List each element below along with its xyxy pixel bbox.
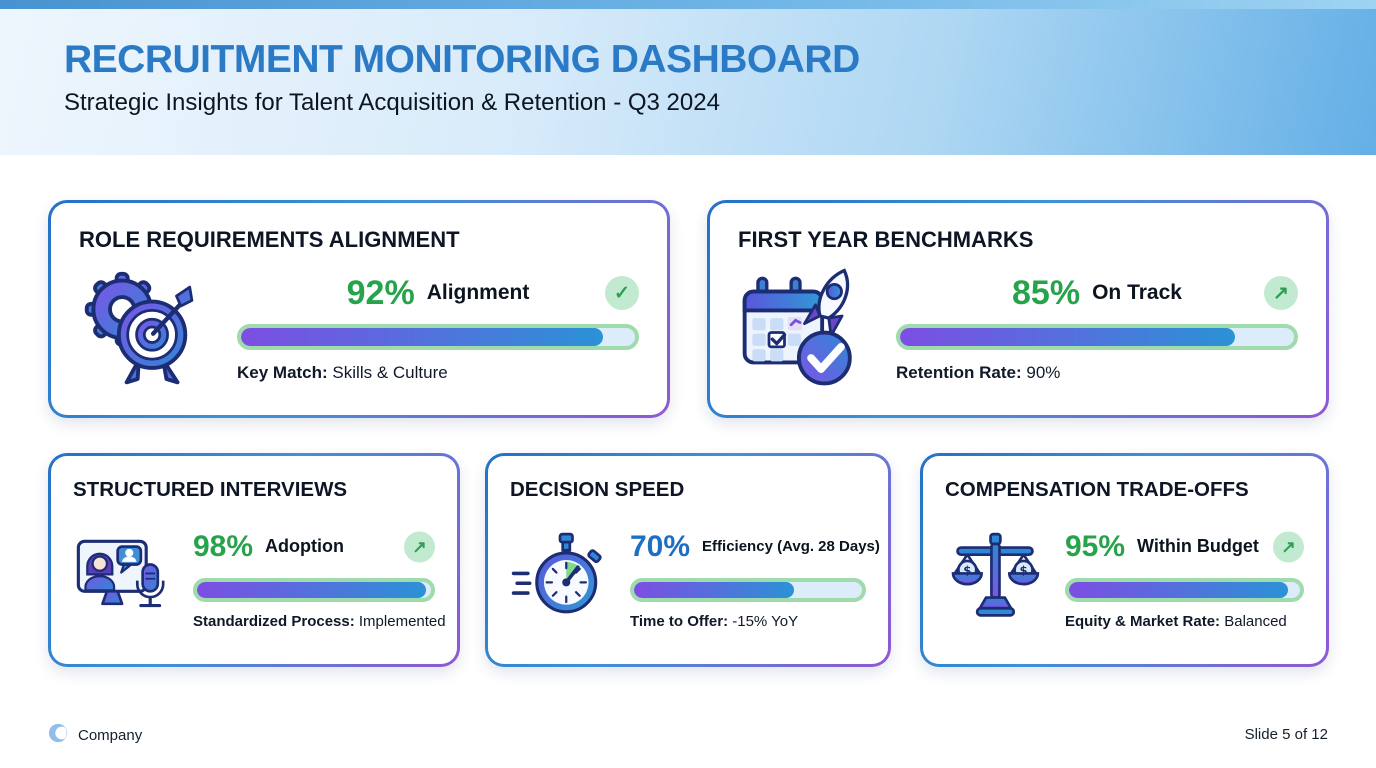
video-interview-icon	[73, 527, 173, 627]
metric-caption: Key Match: Skills & Culture	[237, 363, 448, 382]
metric-label: Efficiency (Avg. 28 Days)	[702, 538, 880, 555]
metric-value: 70%	[630, 529, 691, 563]
svg-text:$: $	[1020, 563, 1028, 577]
check-badge: ✓	[605, 276, 639, 310]
card-title: DECISION SPEED	[510, 478, 685, 501]
metric-caption: Standardized Process: Implemented	[193, 612, 446, 630]
company-logo-icon	[48, 722, 70, 748]
card-compensation-trade-offs: COMPENSATION TRADE-OFFS	[920, 453, 1329, 667]
trend-up-badge: ↗	[404, 531, 435, 562]
trend-up-badge: ↗	[1273, 531, 1304, 562]
metric-label: Alignment	[426, 281, 530, 304]
card-role-requirements-alignment: ROLE REQUIREMENTS ALIGNMENT	[48, 200, 670, 418]
page-title: RECRUITMENT MONITORING DASHBOARD	[64, 38, 860, 81]
progress-bar	[630, 577, 866, 602]
progress-bar	[896, 324, 1298, 350]
gear-target-icon	[79, 265, 203, 389]
svg-text:$: $	[963, 563, 971, 577]
metric-label: On Track	[1092, 281, 1182, 304]
metric-label: Adoption	[265, 536, 345, 556]
progress-bar-fill	[241, 328, 604, 346]
metric-caption: Time to Offer: -15% YoY	[630, 612, 799, 630]
metric-value: 98%	[193, 529, 254, 563]
metric-caption: Retention Rate: 90%	[896, 363, 1061, 382]
footer-brand: Company	[48, 722, 142, 748]
trend-up-badge: ↗	[1264, 276, 1298, 310]
metric-value: 92%	[346, 274, 415, 312]
metric-value: 95%	[1065, 529, 1126, 563]
card-title: COMPENSATION TRADE-OFFS	[945, 478, 1249, 501]
metric-value: 85%	[1012, 274, 1081, 312]
card-title: FIRST YEAR BENCHMARKS	[738, 227, 1034, 252]
top-accent-bar	[0, 0, 1376, 9]
card-title: STRUCTURED INTERVIEWS	[73, 478, 348, 501]
progress-bar-fill	[197, 581, 427, 598]
card-first-year-benchmarks: FIRST YEAR BENCHMARKS	[707, 200, 1329, 418]
progress-bar	[1065, 577, 1304, 602]
progress-bar-fill	[900, 328, 1235, 346]
balance-scale-icon: $ $	[945, 527, 1045, 627]
card-structured-interviews: STRUCTURED INTERVIEWS	[48, 453, 460, 667]
progress-bar-fill	[1069, 581, 1289, 598]
metric-row: 70% Efficiency (Avg. 28 Days)	[630, 525, 880, 569]
progress-bar	[237, 324, 639, 350]
card-title: ROLE REQUIREMENTS ALIGNMENT	[79, 227, 460, 252]
metric-caption: Equity & Market Rate: Balanced	[1065, 612, 1287, 630]
metric-row: 95% Within Budget ↗	[1065, 525, 1304, 569]
calendar-rocket-icon	[738, 265, 862, 389]
metric-row: 85% On Track ↗	[896, 271, 1298, 315]
company-name: Company	[78, 726, 143, 744]
progress-bar-fill	[634, 581, 794, 598]
card-decision-speed: DECISION SPEED	[485, 453, 891, 667]
slide-header: RECRUITMENT MONITORING DASHBOARD Strateg…	[0, 9, 1376, 155]
metric-row: 98% Adoption ↗	[193, 525, 435, 569]
metric-label: Within Budget	[1137, 536, 1259, 556]
stopwatch-icon	[510, 527, 610, 627]
page-subtitle: Strategic Insights for Talent Acquisitio…	[64, 89, 720, 116]
slide-number: Slide 5 of 12	[1244, 726, 1328, 743]
metric-row: 92% Alignment ✓	[237, 271, 639, 315]
progress-bar	[193, 577, 435, 602]
